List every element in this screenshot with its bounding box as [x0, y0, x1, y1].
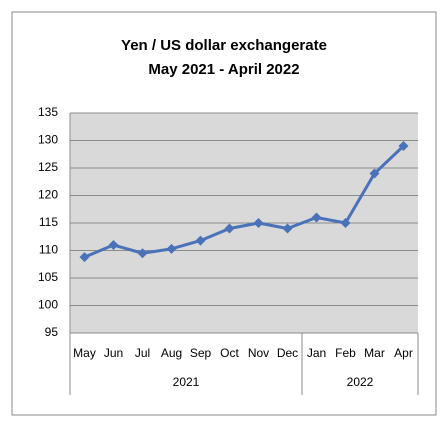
x-tick-label: Oct [220, 346, 239, 360]
marker [282, 223, 293, 234]
x-tick-label: Sep [190, 346, 212, 360]
x-tick-label: Feb [335, 346, 356, 360]
y-tick-label: 110 [39, 243, 58, 257]
marker [137, 248, 148, 259]
marker [369, 168, 380, 179]
marker [166, 243, 177, 254]
x-tick-label: Nov [248, 346, 269, 360]
x-tick-label: Jan [307, 346, 326, 360]
marker [311, 212, 322, 223]
x-tick-label: Apr [394, 346, 413, 360]
chart-title: Yen / US dollar exchangerate [121, 37, 327, 54]
marker [253, 218, 264, 228]
line [83, 144, 405, 259]
marker [108, 240, 119, 250]
marker [340, 218, 351, 228]
marker [224, 223, 235, 234]
x-tick-label: Aug [161, 346, 182, 360]
x-group-label: 2022 [347, 375, 374, 389]
y-tick-label: 130 [38, 133, 58, 147]
y-tick-label: 105 [38, 270, 58, 284]
x-group-label: 2021 [173, 375, 200, 389]
x-tick-label: Dec [277, 346, 298, 360]
y-tick-label: 135 [38, 105, 58, 119]
x-tick-label: Jul [135, 346, 150, 360]
y-tick-label: 120 [38, 188, 58, 202]
y-tick-label: 100 [38, 298, 58, 312]
marker [195, 235, 206, 246]
y-tick-label: 115 [39, 215, 58, 229]
y-tick-label: 95 [45, 325, 59, 339]
marker [79, 252, 90, 263]
y-tick-label: 125 [38, 160, 58, 174]
x-tick-label: Mar [364, 346, 385, 360]
marker [398, 141, 409, 151]
x-tick-label: Jun [104, 346, 123, 360]
x-tick-label: May [73, 346, 96, 360]
chart-subtitle: May 2021 - April 2022 [148, 61, 299, 78]
